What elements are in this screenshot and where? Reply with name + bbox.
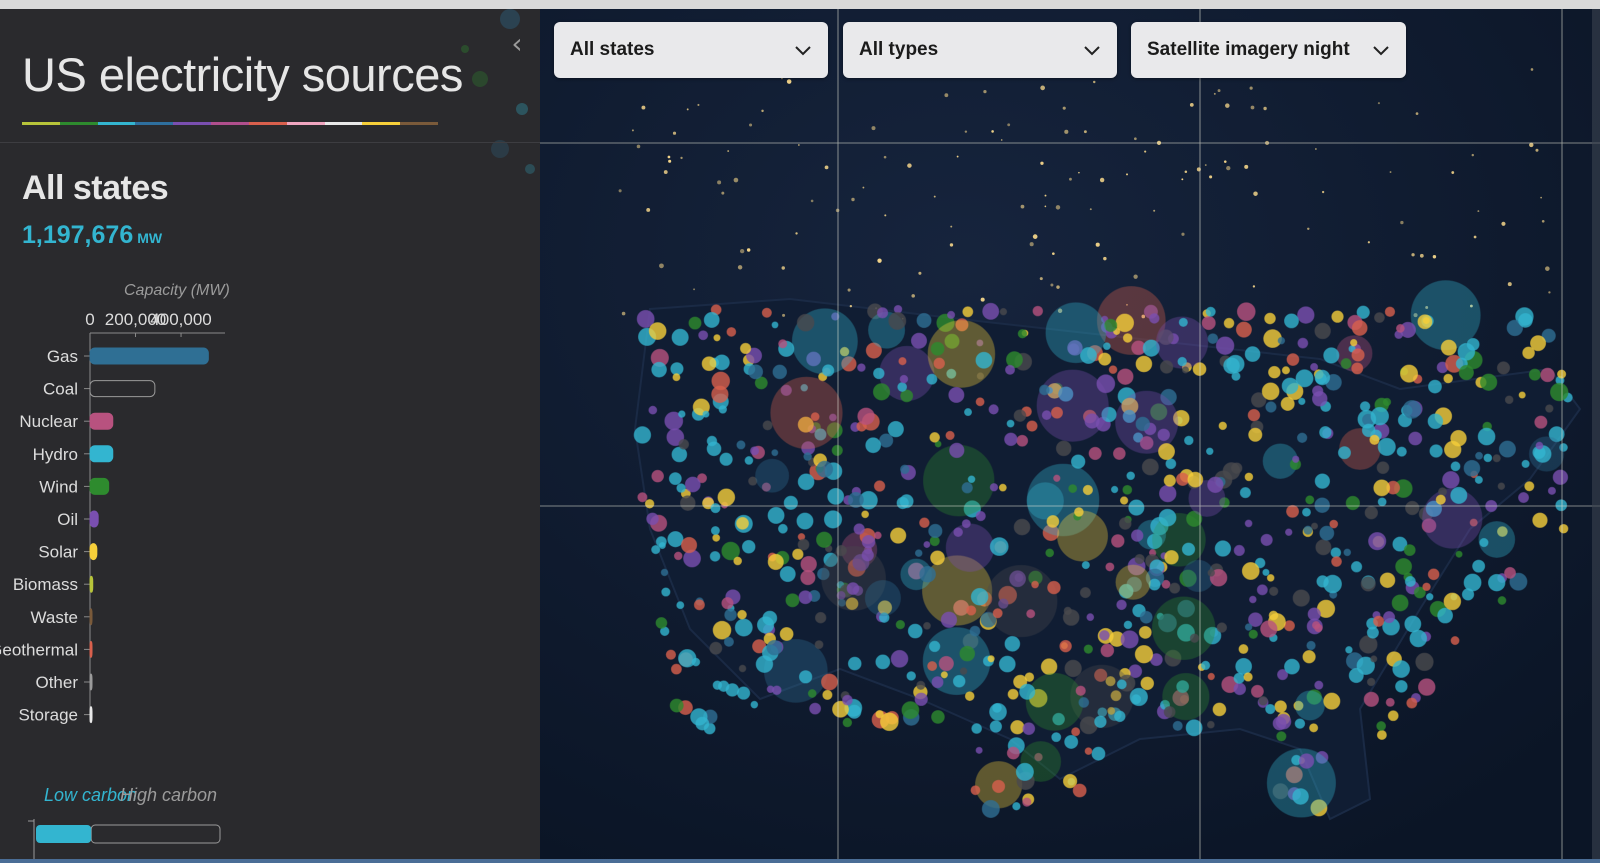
low-carbon-bar [36,825,92,843]
color-strip-segment [135,122,174,125]
window-bottom-bar [0,859,1600,863]
carbon-share-bar [28,819,221,859]
high-carbon-bar [90,824,221,844]
window-top-bar [0,0,1600,9]
state-filter-dropdown[interactable]: All states [554,22,828,78]
chevron-down-icon [1373,46,1389,56]
bar-biomass[interactable] [89,575,94,593]
bar-wind[interactable] [89,477,110,495]
color-strip-segment [59,122,98,125]
map-scrollbar[interactable] [1592,9,1600,859]
color-strip-segment [248,122,287,125]
bar-oil[interactable] [89,510,99,528]
total-capacity-unit: MW [137,230,163,246]
region-title: All states [22,169,169,207]
category-label: Solar [38,543,78,562]
decorative-bubbles [461,9,535,174]
chart-axis-title: Capacity (MW) [124,282,230,299]
chevron-down-icon [795,46,811,56]
bar-storage[interactable] [89,706,93,724]
x-tick-label: 200,000 [105,310,166,329]
low-carbon-label: Low carbon [44,785,138,805]
collapse-sidebar-button[interactable]: ‹ [505,29,529,59]
category-label: Gas [47,347,78,366]
color-strip-segment [400,122,438,125]
color-strip-segment [97,122,136,125]
x-tick-label: 400,000 [150,310,211,329]
category-label: Waste [30,608,78,627]
category-label: Biomass [13,575,78,594]
sidebar-panel: ‹ US electricity sources All states 1,19… [0,9,540,859]
color-strip-segment [286,122,325,125]
power-plant-map[interactable] [540,9,1600,859]
header-divider [0,142,540,143]
type-filter-dropdown[interactable]: All types [843,22,1117,78]
category-label: Nuclear [19,412,78,431]
category-label: Wind [39,477,78,496]
bar-waste[interactable] [89,608,93,626]
category-label: Storage [18,706,78,725]
app-title: US electricity sources [22,48,463,101]
color-strip-segment [211,122,249,125]
basemap-dropdown[interactable]: Satellite imagery night [1131,22,1406,78]
total-capacity: 1,197,676 MW [22,221,162,250]
color-strip-segment [324,122,363,125]
category-label: Hydro [33,445,78,464]
high-carbon-label: High carbon [120,785,218,805]
bar-gas[interactable] [89,347,209,365]
color-strip-segment [362,122,401,125]
map-gridlines [540,9,1600,859]
total-capacity-value: 1,197,676 [22,221,134,249]
bar-hydro[interactable] [89,445,114,463]
category-label: Oil [57,510,78,529]
category-label: Geothermal [0,640,78,659]
color-strip-segment [173,122,212,125]
category-label: Other [35,673,78,692]
chevron-down-icon [1084,46,1100,56]
chevron-left-icon: ‹ [511,27,523,60]
state-filter-value: All states [570,39,655,60]
bar-geothermal[interactable] [89,640,93,658]
basemap-value: Satellite imagery night [1147,39,1350,60]
plant-bubbles-layer[interactable] [633,280,1573,819]
bar-coal[interactable] [89,380,156,398]
bar-nuclear[interactable] [89,412,114,430]
title-color-strip [22,122,438,125]
color-strip-segment [22,122,60,125]
x-tick-label: 0 [85,310,94,329]
category-label: Coal [43,380,78,399]
bar-solar[interactable] [89,543,98,561]
bar-other[interactable] [89,673,93,691]
type-filter-value: All types [859,39,939,60]
